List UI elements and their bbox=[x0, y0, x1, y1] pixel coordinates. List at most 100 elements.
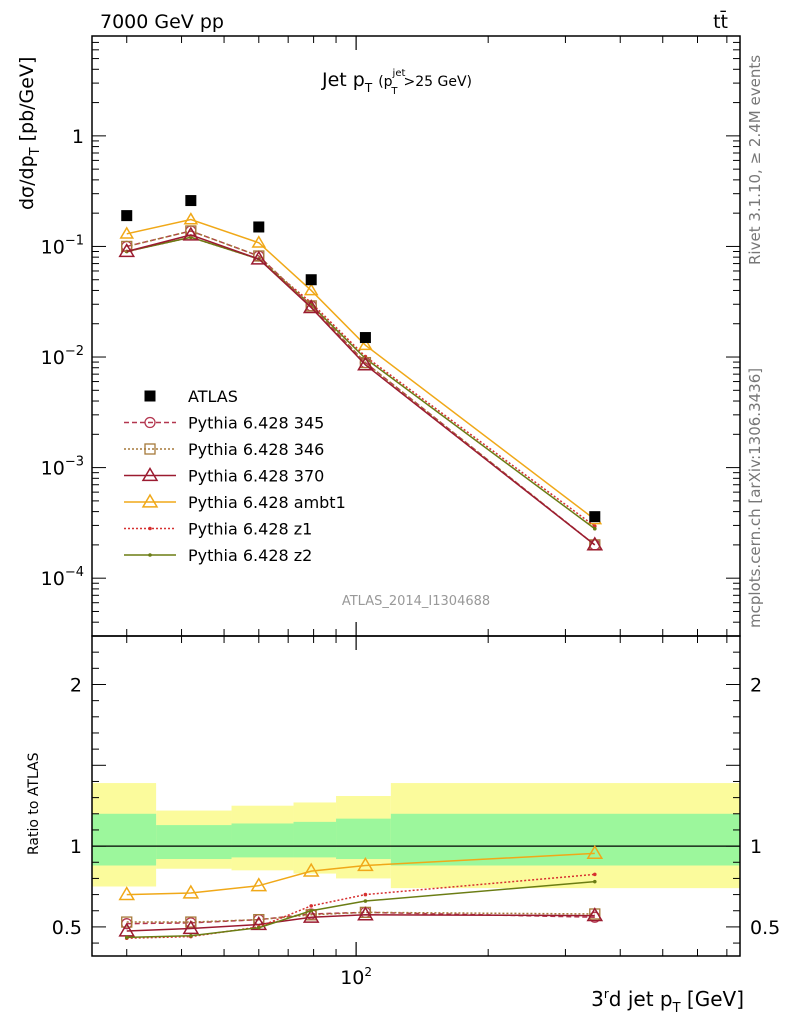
svg-text:3rd jet pT [GeV]: 3rd jet pT [GeV] bbox=[591, 987, 744, 1016]
legend-label: Pythia 6.428 370 bbox=[188, 467, 324, 486]
point-atlas bbox=[253, 221, 265, 233]
ratio-plot-frame bbox=[91, 635, 741, 957]
legend-marker bbox=[148, 553, 152, 557]
point-atlas bbox=[185, 195, 197, 207]
ratio-point-pythia-6-428-ambt1 bbox=[586, 844, 604, 860]
series-pythia-6-428-370 bbox=[118, 226, 604, 551]
series-line-pythia-6-428-345 bbox=[126, 230, 596, 546]
point-pythia-6-428-370 bbox=[250, 250, 268, 265]
ratio-point-pythia-6-428-z2 bbox=[256, 925, 261, 930]
ratio-band-inner bbox=[156, 825, 232, 860]
point-pythia-6-428-370 bbox=[118, 243, 136, 258]
point-pythia-6-428-370 bbox=[302, 299, 320, 314]
legend-item-pythia-6-428-z2: Pythia 6.428 z2 bbox=[124, 546, 312, 565]
legend-label: Pythia 6.428 ambt1 bbox=[188, 493, 346, 512]
ratio-point-pythia-6-428-z1 bbox=[363, 892, 368, 897]
ratio-point-pythia-6-428-ambt1 bbox=[357, 857, 374, 872]
x-tick-label: 102 bbox=[340, 965, 372, 989]
ratio-point-pythia-6-428-346 bbox=[121, 916, 133, 928]
mcplots-text: mcplots.cern.ch [arXiv:1306.3436] bbox=[746, 368, 764, 628]
x-axis-label: 3rd jet pT [GeV] bbox=[591, 987, 744, 1016]
ratio-point-pythia-6-428-z1 bbox=[592, 872, 597, 877]
ratio-band-inner bbox=[390, 813, 740, 866]
series-line-pythia-6-428-370 bbox=[126, 234, 596, 546]
ratio-series-pythia-6-428-346 bbox=[121, 906, 601, 928]
legend-marker bbox=[144, 390, 156, 402]
title-main: Jet p bbox=[321, 69, 365, 91]
svg-text:dσ/dpT [pb/GeV]: dσ/dpT [pb/GeV] bbox=[16, 57, 43, 210]
title-cut-rest: >25 GeV) bbox=[404, 74, 473, 90]
legend-item-pythia-6-428-ambt1: Pythia 6.428 ambt1 bbox=[124, 493, 346, 512]
ratio-y-tick-label: 2 bbox=[70, 674, 82, 696]
title-cut-sup: jet bbox=[392, 68, 406, 79]
ratio-point-pythia-6-428-z2 bbox=[124, 935, 129, 940]
legend-marker bbox=[148, 526, 152, 531]
point-pythia-6-428-370 bbox=[357, 356, 374, 371]
ratio-point-pythia-6-428-ambt1 bbox=[182, 884, 200, 899]
y-axis-label-main: dσ/dpT [pb/GeV] bbox=[16, 57, 43, 210]
series-pythia-6-428-ambt1 bbox=[119, 212, 603, 525]
point-pythia-6-428-z2 bbox=[592, 526, 597, 531]
ratio-band-inner bbox=[336, 818, 391, 860]
series-line-pythia-6-428-z2 bbox=[126, 236, 596, 530]
legend-marker bbox=[141, 467, 159, 482]
ratio-point-pythia-6-428-346 bbox=[185, 916, 197, 928]
point-pythia-6-428-ambt1 bbox=[358, 337, 373, 351]
title-sub: T bbox=[364, 81, 373, 95]
header-left: 7000 GeV pp bbox=[100, 11, 224, 33]
y-tick-label: 10−4 bbox=[41, 565, 84, 590]
ratio-y-tick-label-right: 2 bbox=[750, 674, 762, 696]
ratio-y-tick-label: 0.5 bbox=[52, 917, 82, 939]
ratio-point-pythia-6-428-ambt1 bbox=[250, 877, 268, 892]
ratio-point-pythia-6-428-z2 bbox=[309, 908, 314, 913]
ratio-y-tick-label-right: 1 bbox=[750, 836, 762, 858]
legend-label: Pythia 6.428 z2 bbox=[188, 546, 312, 565]
header-right: tt̄ bbox=[713, 9, 728, 33]
legend-item-pythia-6-428-345: Pythia 6.428 345 bbox=[124, 414, 324, 433]
ratio-y-tick-label: 1 bbox=[70, 836, 82, 858]
y-tick-label: 1 bbox=[72, 126, 84, 148]
series-atlas bbox=[121, 195, 601, 523]
point-pythia-6-428-ambt1 bbox=[251, 235, 267, 248]
ratio-point-pythia-6-428-z1 bbox=[309, 904, 314, 908]
point-pythia-6-428-ambt1 bbox=[183, 212, 199, 225]
ratio-series-pythia-6-428-z2 bbox=[124, 879, 597, 940]
title-cut-sub: T bbox=[390, 86, 398, 97]
ratio-point-pythia-6-428-370 bbox=[586, 907, 604, 922]
point-pythia-6-428-370 bbox=[182, 226, 200, 241]
point-pythia-6-428-346 bbox=[185, 225, 197, 237]
series-line-pythia-6-428-z1 bbox=[126, 236, 596, 527]
legend-label: ATLAS bbox=[188, 387, 238, 406]
ratio-y-label: Ratio to ATLAS bbox=[26, 752, 42, 855]
ratio-point-pythia-6-428-z2 bbox=[592, 879, 597, 884]
title-cut: (p bbox=[378, 74, 392, 90]
point-pythia-6-428-ambt1 bbox=[119, 226, 135, 239]
legend-item-pythia-6-428-z1: Pythia 6.428 z1 bbox=[124, 520, 312, 539]
ratio-point-pythia-6-428-ambt1 bbox=[118, 886, 136, 901]
point-atlas bbox=[121, 210, 133, 222]
legend-marker bbox=[141, 493, 159, 508]
ratio-line-pythia-6-428-370 bbox=[126, 914, 595, 932]
ratio-band-inner bbox=[231, 823, 294, 858]
ratio-line-pythia-6-428-ambt1 bbox=[126, 852, 595, 896]
ratio-band-inner bbox=[293, 821, 337, 858]
legend-item-atlas: ATLAS bbox=[144, 387, 238, 406]
ratio-band-inner bbox=[92, 813, 157, 866]
ratio-series-pythia-6-428-370 bbox=[118, 906, 604, 937]
series-line-pythia-6-428-ambt1 bbox=[126, 218, 596, 521]
ratio-point-pythia-6-428-370 bbox=[302, 908, 320, 923]
ratio-point-pythia-6-428-370 bbox=[357, 906, 374, 921]
ratio-line-pythia-6-428-z1 bbox=[126, 873, 595, 939]
point-pythia-6-428-370 bbox=[586, 536, 604, 551]
legend-marker bbox=[144, 443, 156, 455]
ratio-point-pythia-6-428-ambt1 bbox=[302, 862, 320, 877]
legend-item-pythia-6-428-370: Pythia 6.428 370 bbox=[124, 467, 324, 486]
y-tick-label: 10−1 bbox=[41, 233, 84, 258]
ratio-line-pythia-6-428-z2 bbox=[126, 880, 595, 939]
point-atlas bbox=[359, 332, 371, 344]
legend-label: Pythia 6.428 346 bbox=[188, 440, 324, 459]
analysis-id: ATLAS_2014_I1304688 bbox=[342, 594, 490, 609]
legend-label: Pythia 6.428 345 bbox=[188, 414, 324, 433]
